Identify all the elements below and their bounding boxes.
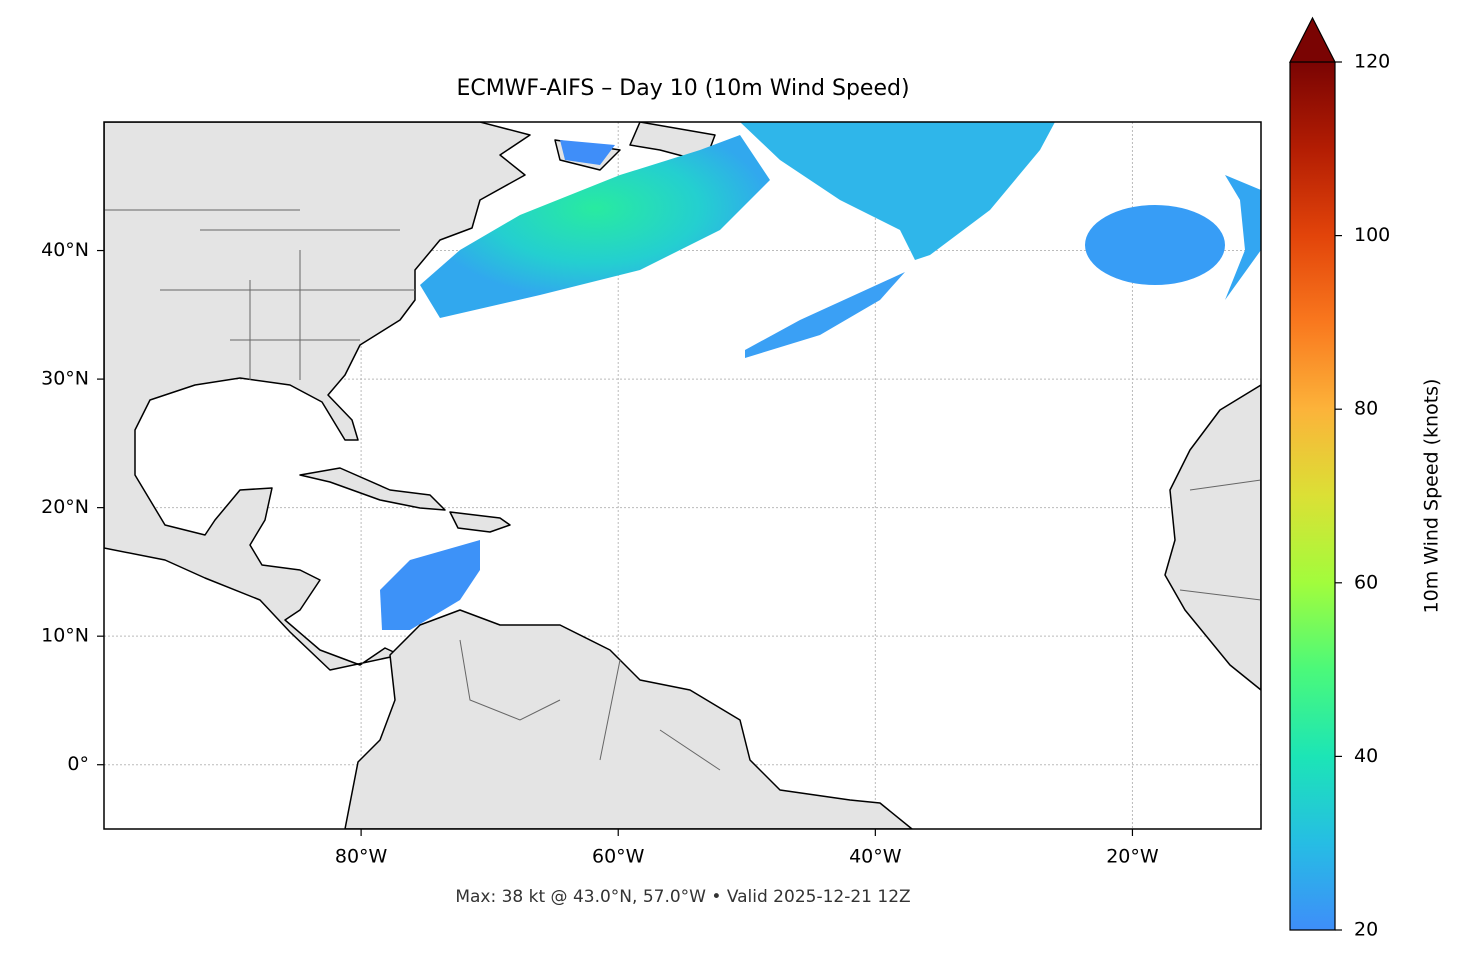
colorbar-tick-label: 120 xyxy=(1354,51,1390,73)
y-tick-label: 10°N xyxy=(41,625,89,647)
wind-swath xyxy=(560,140,615,165)
hispaniola xyxy=(449,511,511,533)
colorbar-tick-label: 100 xyxy=(1354,224,1390,246)
x-tick-label: 40°W xyxy=(849,846,902,868)
wind-swath xyxy=(1225,175,1261,300)
cuba xyxy=(299,467,446,511)
x-tick-label: 20°W xyxy=(1106,846,1159,868)
map-title: ECMWF-AIFS – Day 10 (10m Wind Speed) xyxy=(456,76,909,101)
colorbar-frame xyxy=(1289,62,1336,931)
y-tick-label: 20°N xyxy=(41,496,89,518)
colorbar-label: 10m Wind Speed (knots) xyxy=(1421,379,1443,614)
colorbar-extend xyxy=(1289,16,1336,63)
wind-swath xyxy=(1085,205,1225,285)
colorbar-tick-label: 40 xyxy=(1354,745,1378,767)
colorbar-tick-label: 20 xyxy=(1354,919,1378,941)
borders xyxy=(104,209,1261,771)
africa xyxy=(1164,384,1261,691)
x-tick-label: 80°W xyxy=(335,846,388,868)
colorbar xyxy=(1290,62,1335,930)
x-tick-label: 60°W xyxy=(592,846,645,868)
y-tick-label: 30°N xyxy=(41,368,89,390)
colorbar-tick-label: 60 xyxy=(1354,571,1378,593)
wind-swath xyxy=(740,122,1055,260)
wind-swath xyxy=(420,135,770,318)
map-frame xyxy=(103,121,1262,830)
y-tick-label: 0° xyxy=(67,753,89,775)
y-tick-label: 40°N xyxy=(41,239,89,261)
north-america xyxy=(104,122,531,671)
wind-swath xyxy=(745,272,905,358)
map-layers xyxy=(104,122,1261,829)
south-america xyxy=(344,609,913,829)
colorbar-tick-label: 80 xyxy=(1354,398,1378,420)
footnote: Max: 38 kt @ 43.0°N, 57.0°W • Valid 2025… xyxy=(455,887,910,907)
wind-swath xyxy=(380,540,480,630)
